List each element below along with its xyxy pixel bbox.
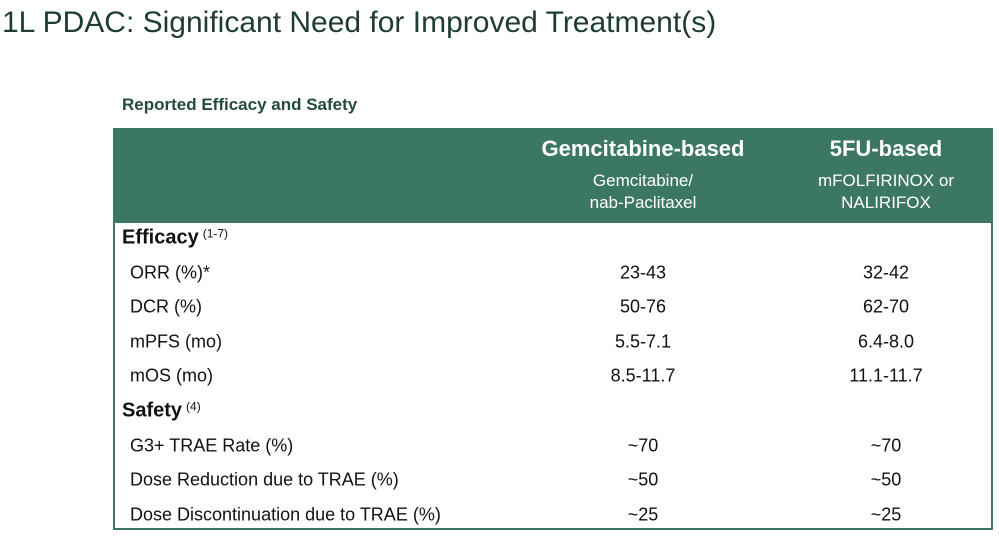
table-frame [113,128,993,530]
column-subheading: Gemcitabine/ [592,171,694,190]
cell-value: ~50 [627,469,659,490]
section-name: Efficacy [122,226,199,249]
cell-value: ~25 [627,504,659,525]
row-label: Dose Discontinuation due to TRAE (%) [130,504,441,525]
cell-value: 8.5-11.7 [610,365,676,386]
column-subheading: NALIRIFOX [841,193,931,212]
row-label: ORR (%)* [130,262,210,283]
cell-value: ~25 [870,504,902,525]
section-name: Safety [122,399,183,422]
title: 1L PDAC: Significant Need for Improved T… [2,6,717,39]
cell-value: 6.4-8.0 [857,331,915,352]
column-subheading: mFOLFIRINOX or [817,171,955,190]
row-label: Dose Reduction due to TRAE (%) [130,469,399,490]
cell-value: 5.5-7.1 [614,331,672,352]
column-subheading: nab-Paclitaxel [589,193,697,212]
cell-value: 32-42 [862,262,910,283]
section-label: Efficacy (1-7) [122,227,228,250]
column-heading: Gemcitabine-based [541,136,745,161]
row-label: mPFS (mo) [130,331,222,352]
table-header [113,128,993,223]
section-reference: (4) [186,399,201,414]
section-label: Safety (4) [122,400,201,423]
row-label: DCR (%) [130,296,202,317]
row-label: G3+ TRAE Rate (%) [130,435,294,456]
cell-value: 23-43 [619,262,667,283]
cell-value: ~70 [870,435,902,456]
cell-value: 11.1-11.7 [849,365,923,386]
section-reference: (1-7) [202,226,229,241]
column-heading: 5FU-based [829,136,943,161]
cell-value: ~50 [870,469,902,490]
subtitle: Reported Efficacy and Safety [122,95,358,114]
cell-value: 50-76 [619,296,667,317]
row-label: mOS (mo) [130,365,213,386]
cell-value: ~70 [627,435,659,456]
cell-value: 62-70 [862,296,910,317]
